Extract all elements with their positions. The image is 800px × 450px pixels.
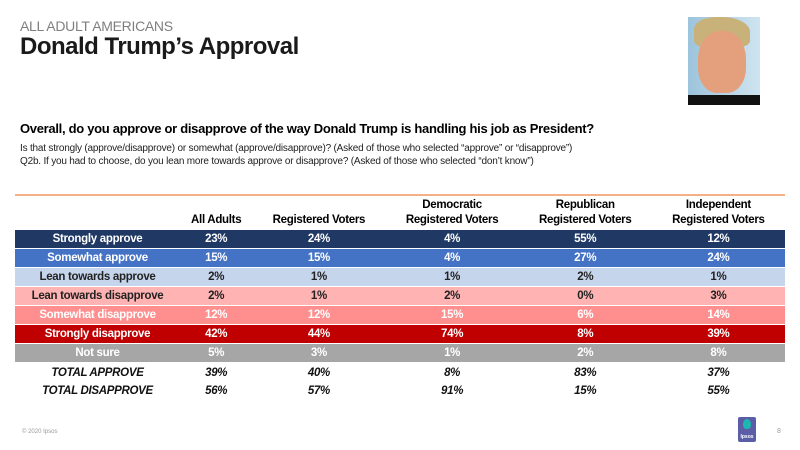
table-row: TOTAL APPROVE 39% 40% 8% 83% 37% bbox=[15, 364, 785, 382]
table-cell: 83% bbox=[574, 367, 597, 379]
table-cell: 57% bbox=[307, 385, 330, 397]
table-cell: 12% bbox=[252, 305, 386, 325]
table-cell: 1% bbox=[385, 267, 519, 287]
table-cell: 8% bbox=[518, 324, 652, 344]
table-cell: 39% bbox=[205, 367, 228, 379]
table-cell: 1% bbox=[252, 267, 386, 287]
portrait-photo bbox=[688, 17, 760, 105]
table-cell: 1% bbox=[651, 267, 785, 287]
question-note-1: Is that strongly (approve/disapprove) or… bbox=[20, 143, 573, 154]
row-label: Lean towards approve bbox=[15, 267, 180, 287]
table-row: Lean towards disapprove 2% 1% 2% 0% 3% bbox=[15, 286, 785, 306]
table-cell: 1% bbox=[252, 286, 386, 306]
table-header-row: All Adults Registered Voters Democratic Reg… bbox=[15, 194, 785, 230]
table-cell: 24% bbox=[651, 248, 785, 268]
table-cell: 4% bbox=[385, 230, 519, 249]
header-blank bbox=[15, 194, 180, 230]
page-number: 8 bbox=[777, 428, 781, 435]
table-cell: 39% bbox=[651, 324, 785, 344]
column-header-line: Registered Voters bbox=[672, 214, 765, 226]
page-title: Donald Trump’s Approval bbox=[20, 33, 299, 60]
table-cell: 15% bbox=[252, 248, 386, 268]
column-header-line: Democratic bbox=[422, 199, 482, 211]
table-cell: 27% bbox=[518, 248, 652, 268]
table-cell: 3% bbox=[651, 286, 785, 306]
column-header: All Adults bbox=[180, 194, 252, 230]
table-cell: 55% bbox=[518, 230, 652, 249]
logo-text: Ipsos bbox=[740, 434, 754, 440]
table-cell: 6% bbox=[518, 305, 652, 325]
row-label: Not sure bbox=[15, 343, 180, 363]
table-cell: 14% bbox=[651, 305, 785, 325]
section-kicker: ALL ADULT AMERICANS bbox=[20, 18, 173, 34]
row-label: Somewhat approve bbox=[15, 248, 180, 268]
row-label: Lean towards disapprove bbox=[15, 286, 180, 306]
table-cell: 12% bbox=[180, 305, 253, 325]
ipsos-logo: Ipsos bbox=[738, 417, 756, 442]
copyright: © 2020 Ipsos bbox=[22, 429, 58, 435]
table-cell: 42% bbox=[180, 324, 253, 344]
table-cell: 55% bbox=[707, 385, 730, 397]
table-cell: 3% bbox=[252, 343, 386, 363]
table-cell: 8% bbox=[651, 343, 785, 363]
header-divider bbox=[15, 194, 785, 196]
approval-table: All Adults Registered Voters Democratic Reg… bbox=[15, 194, 785, 400]
column-header: Independent Registered Voters bbox=[652, 194, 785, 230]
table-cell: 24% bbox=[252, 230, 386, 249]
table-cell: 91% bbox=[441, 385, 464, 397]
column-header-line: Registered Voters bbox=[405, 214, 499, 226]
table-cell: 2% bbox=[180, 267, 253, 287]
table-cell: 15% bbox=[385, 305, 519, 325]
table-row: Somewhat approve 15% 15% 4% 27% 24% bbox=[15, 248, 785, 268]
table-cell: 5% bbox=[180, 343, 253, 363]
column-header-line: All Adults bbox=[191, 214, 242, 226]
table-row: Somewhat disapprove 12% 12% 15% 6% 14% bbox=[15, 305, 785, 325]
column-header: Republican Registered Voters bbox=[519, 194, 652, 230]
survey-question: Overall, do you approve or disapprove of… bbox=[20, 121, 594, 136]
column-header: Registered Voters bbox=[252, 194, 385, 230]
table-cell: 12% bbox=[651, 230, 785, 249]
question-note-2: Q2b. If you had to choose, do you lean m… bbox=[20, 156, 534, 167]
table-row: Lean towards approve 2% 1% 1% 2% 1% bbox=[15, 267, 785, 287]
table-cell: 0% bbox=[518, 286, 652, 306]
row-label: TOTAL APPROVE bbox=[51, 367, 144, 379]
table-cell: 23% bbox=[180, 230, 253, 249]
table-cell: 44% bbox=[252, 324, 386, 344]
table-cell: 2% bbox=[180, 286, 253, 306]
column-header: Democratic Registered Voters bbox=[386, 194, 519, 230]
table-cell: 15% bbox=[180, 248, 253, 268]
table-cell: 8% bbox=[444, 367, 461, 379]
question-notes: Is that strongly (approve/disapprove) or… bbox=[20, 142, 572, 168]
table-row: Strongly approve 23% 24% 4% 55% 12% bbox=[15, 230, 785, 249]
column-header-line: Registered Voters bbox=[538, 214, 632, 226]
table-cell: 74% bbox=[385, 324, 519, 344]
table-row: TOTAL DISAPPROVE 56% 57% 91% 15% 55% bbox=[15, 382, 785, 400]
column-header-line: Independent bbox=[685, 199, 751, 211]
table-row: Strongly disapprove 42% 44% 74% 8% 39% bbox=[15, 324, 785, 344]
row-label: TOTAL DISAPPROVE bbox=[42, 385, 153, 397]
table-cell: 40% bbox=[307, 367, 330, 379]
table-cell: 2% bbox=[518, 267, 652, 287]
row-label: Strongly approve bbox=[15, 230, 180, 249]
table-cell: 2% bbox=[518, 343, 652, 363]
table-cell: 15% bbox=[574, 385, 597, 397]
row-label: Somewhat disapprove bbox=[15, 305, 180, 325]
column-header-line: Republican bbox=[555, 199, 615, 211]
row-label: Strongly disapprove bbox=[15, 324, 180, 344]
table-cell: 1% bbox=[385, 343, 519, 363]
table-cell: 56% bbox=[205, 385, 228, 397]
column-header-line: Registered Voters bbox=[272, 214, 366, 226]
table-row: Not sure 5% 3% 1% 2% 8% bbox=[15, 343, 785, 363]
table-cell: 4% bbox=[385, 248, 519, 268]
table-cell: 2% bbox=[385, 286, 519, 306]
table-cell: 37% bbox=[707, 367, 730, 379]
